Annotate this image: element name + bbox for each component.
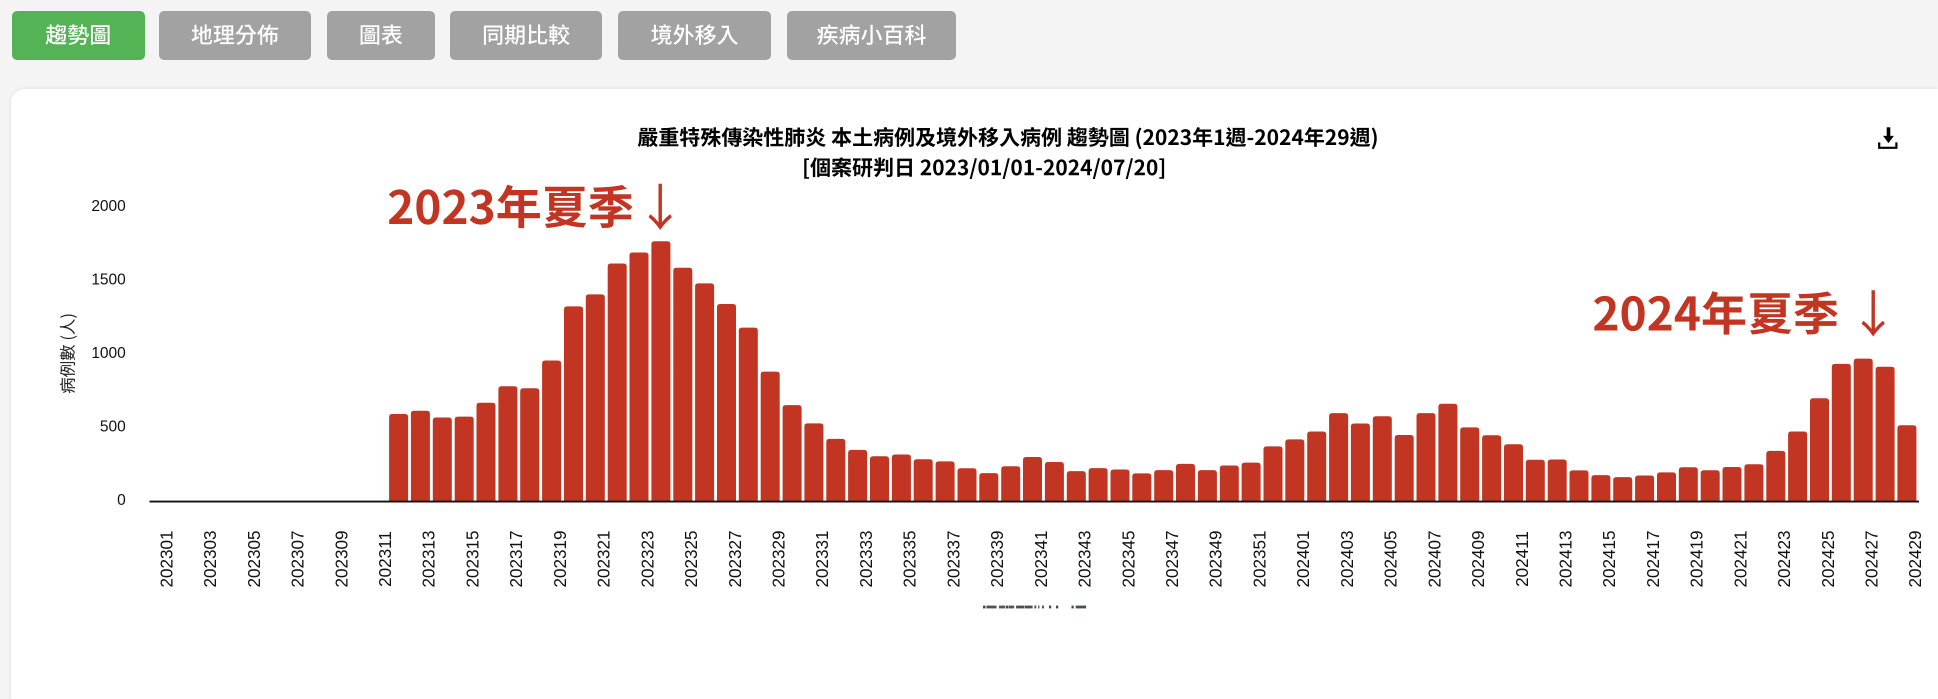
svg-text:202329: 202329 [770, 530, 789, 587]
svg-text:202309: 202309 [332, 530, 351, 587]
svg-text:202403: 202403 [1338, 530, 1357, 587]
svg-text:202429: 202429 [1906, 530, 1925, 587]
svg-text:202327: 202327 [726, 530, 745, 587]
svg-text:202351: 202351 [1250, 530, 1269, 587]
svg-text:202313: 202313 [420, 530, 439, 587]
svg-text:2000: 2000 [91, 198, 126, 215]
svg-text:202301: 202301 [157, 530, 176, 587]
svg-text:202303: 202303 [201, 530, 220, 587]
svg-text:202347: 202347 [1163, 530, 1182, 587]
svg-text:202335: 202335 [901, 530, 920, 587]
svg-text:202401: 202401 [1294, 530, 1313, 587]
svg-text:202411: 202411 [1513, 531, 1532, 587]
svg-text:202407: 202407 [1425, 530, 1444, 587]
svg-text:202315: 202315 [464, 530, 483, 587]
svg-text:202343: 202343 [1076, 530, 1095, 587]
svg-text:500: 500 [100, 419, 126, 436]
svg-text:202323: 202323 [638, 530, 657, 587]
svg-text:202427: 202427 [1863, 530, 1882, 587]
svg-text:202337: 202337 [944, 530, 963, 587]
svg-text:202333: 202333 [857, 530, 876, 587]
svg-text:202339: 202339 [988, 530, 1007, 587]
svg-text:202319: 202319 [551, 530, 570, 587]
svg-text:202415: 202415 [1600, 530, 1619, 587]
svg-text:202341: 202341 [1032, 530, 1051, 587]
svg-text:202331: 202331 [813, 530, 832, 587]
svg-text:202417: 202417 [1644, 530, 1663, 587]
svg-text:202325: 202325 [682, 530, 701, 587]
svg-text:202317: 202317 [507, 530, 526, 587]
svg-text:202413: 202413 [1557, 530, 1576, 587]
svg-text:202421: 202421 [1731, 530, 1750, 587]
svg-text:0: 0 [117, 492, 126, 509]
svg-text:202311: 202311 [376, 531, 395, 587]
svg-text:202419: 202419 [1688, 530, 1707, 587]
svg-text:202307: 202307 [289, 530, 308, 587]
svg-text:202349: 202349 [1207, 530, 1226, 587]
svg-text:202423: 202423 [1775, 530, 1794, 587]
svg-text:202321: 202321 [595, 530, 614, 587]
svg-text:202405: 202405 [1382, 530, 1401, 587]
svg-text:1000: 1000 [91, 345, 126, 362]
svg-text:1500: 1500 [91, 271, 126, 288]
svg-text:202345: 202345 [1119, 530, 1138, 587]
svg-text:202305: 202305 [245, 530, 264, 587]
svg-text:202409: 202409 [1469, 530, 1488, 587]
svg-text:202425: 202425 [1819, 530, 1838, 587]
